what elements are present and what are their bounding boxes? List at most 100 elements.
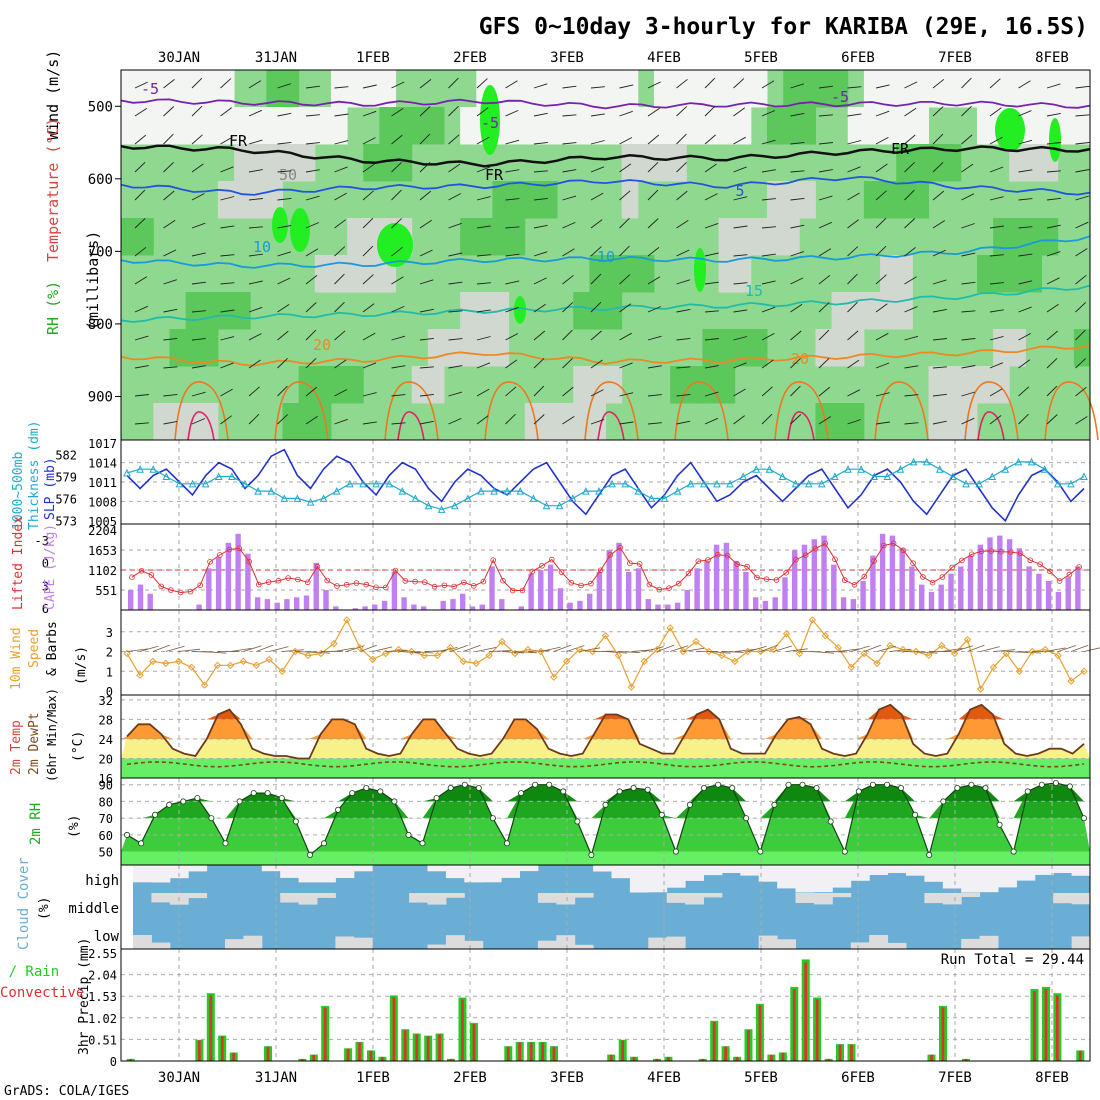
cape-bar (792, 550, 798, 610)
wind10-barb (760, 644, 778, 652)
rh-cell (540, 181, 558, 219)
wind-barb (419, 420, 434, 425)
wind-barb (248, 198, 263, 201)
thickness-point (254, 487, 262, 495)
thickness-point (634, 487, 643, 495)
wind-barb (932, 308, 947, 313)
wind10-speed-point (976, 685, 985, 693)
rh-cell (363, 218, 380, 256)
thickness-tick-label: 582 (55, 449, 77, 463)
rh-cell (896, 107, 913, 145)
cape-bar (1016, 548, 1022, 610)
wind-barb (1018, 169, 1033, 173)
rh-cell (476, 329, 493, 367)
thickness-point (136, 465, 144, 473)
wind-barb (334, 246, 346, 257)
wind-barb (562, 248, 575, 257)
wind-barb (505, 80, 518, 89)
rh-cell (686, 107, 703, 145)
rh-high-blob (1049, 118, 1061, 162)
wind-barb (647, 134, 660, 145)
top-date-axis: 30JAN 31JAN 1FEB 2FEB 3FEB 4FEB 5FEB 6FEB 7FEB 8F… (158, 50, 1069, 66)
rh-cell (847, 107, 865, 145)
run-total-label: Run Total = 29.44 (941, 952, 1084, 968)
wind-barb (647, 306, 662, 313)
wind-barb (191, 77, 203, 89)
cape-bar (479, 604, 485, 610)
wind-barb (134, 161, 146, 173)
wind-barb (590, 86, 605, 89)
thickness-point (595, 487, 603, 495)
rh-cell (944, 366, 962, 404)
rh-cell (201, 107, 219, 145)
lifted-index-point (509, 587, 516, 594)
wind-barb (1075, 329, 1086, 341)
wind10-speed-point (498, 637, 506, 646)
wind10-speed-point (950, 649, 959, 658)
wind-barb (847, 301, 858, 313)
rh-cell (540, 70, 558, 108)
isotherm-25-loop (174, 381, 229, 441)
cape-bar (616, 542, 622, 610)
wind-barb (989, 136, 1003, 145)
wind10-barb (605, 651, 628, 654)
thickness-point (201, 479, 210, 488)
precip-convective-bar (1056, 995, 1059, 1061)
wind-barb (676, 133, 687, 145)
thickness-point (752, 465, 761, 473)
rh-point (475, 785, 482, 792)
slp-tick-label: 1014 (88, 457, 117, 471)
wind-barb (989, 78, 1001, 89)
temp2m-tick-label: 16 (99, 772, 113, 786)
wind10-barb (876, 645, 896, 652)
lifted-index-point (529, 568, 536, 575)
wind-barb (590, 219, 603, 229)
cape-bar (303, 595, 310, 610)
precip-convective-bar (609, 1054, 613, 1061)
wind10-tick-label: 1 (106, 665, 113, 679)
wind-barb (476, 136, 490, 145)
thickness-point (398, 487, 407, 495)
rh-point (799, 781, 806, 788)
wind-barb (362, 84, 377, 89)
rh-cell (363, 255, 380, 293)
wind-barb (505, 306, 519, 313)
bottom-date-label: 30JAN (158, 1070, 200, 1086)
thickness-point (450, 501, 459, 510)
cape-bar (547, 564, 554, 610)
rh-cell (621, 181, 639, 219)
wind-barb (533, 330, 546, 341)
rh2m-tick-label: 70 (99, 812, 113, 826)
rh-cell (137, 107, 154, 145)
rh-cell (427, 366, 445, 404)
cape-bar (850, 599, 856, 610)
cape-bar (469, 606, 476, 610)
wind-barb (277, 277, 291, 285)
wind-barb (277, 112, 292, 117)
rh-cell (347, 218, 364, 256)
rh-cell (201, 70, 219, 108)
cape-axis-label: CAPE (J/kg) (43, 524, 58, 610)
thickness-point (490, 487, 498, 495)
cape-bar (235, 533, 241, 610)
rh-point (715, 781, 722, 788)
cape-bar (567, 602, 573, 610)
lifted-index-cape-labels: Lifted Index CAPE (J/kg) (11, 516, 58, 610)
wind-barb (476, 196, 491, 201)
wind-barb (818, 142, 833, 145)
rh-cell (573, 292, 590, 330)
wind-barb (704, 417, 718, 425)
wind-barb (790, 112, 805, 117)
thickness-point (332, 487, 341, 495)
wind-barb (1046, 170, 1061, 173)
wind-barb (334, 113, 349, 117)
wind-barb (562, 274, 574, 285)
cloud-high-gap (280, 865, 300, 878)
wind-barb (932, 249, 946, 257)
cape-bar (928, 591, 935, 610)
wind10-speed-point (821, 632, 830, 640)
wind-barb (448, 365, 463, 369)
isotherm-label: 10 (597, 248, 615, 266)
wind-barb (647, 365, 662, 369)
rh-cell (912, 144, 929, 182)
